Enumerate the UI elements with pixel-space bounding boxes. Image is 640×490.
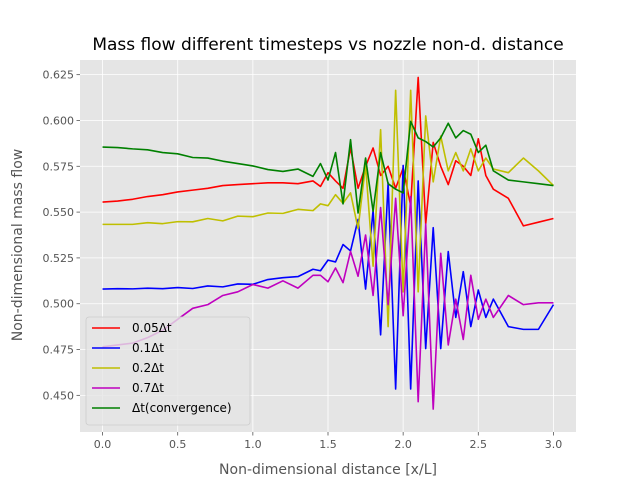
y-tick-label: 0.450 bbox=[43, 389, 75, 402]
grid-lines bbox=[80, 60, 576, 432]
x-tick-label: 2.0 bbox=[394, 438, 412, 451]
legend-label: 0.2Δt bbox=[132, 361, 164, 375]
x-tick-label: 0.5 bbox=[169, 438, 187, 451]
y-tick-label: 0.575 bbox=[43, 160, 75, 173]
series-line-3 bbox=[102, 195, 554, 410]
y-axis-ticks: 0.450 0.475 0.500 0.525 0.550 0.575 0.600 0.625 bbox=[43, 69, 80, 402]
x-axis-ticks: 0.0 0.5 1.0 1.5 2.0 2.5 3.0 bbox=[94, 432, 562, 451]
series-line-1 bbox=[102, 164, 555, 390]
y-axis-label: Non-dimensional mass flow bbox=[10, 149, 26, 342]
legend-label: 0.7Δt bbox=[132, 381, 164, 395]
legend-label: 0.1Δt bbox=[132, 341, 164, 355]
x-tick-label: 1.0 bbox=[244, 438, 262, 451]
x-tick-label: 2.5 bbox=[470, 438, 488, 451]
legend: 0.05Δt 0.1Δt 0.2Δt 0.7Δt Δt(convergence) bbox=[85, 316, 251, 426]
y-tick-label: 0.475 bbox=[43, 344, 75, 357]
y-tick-label: 0.600 bbox=[43, 114, 75, 127]
y-tick-label: 0.550 bbox=[43, 206, 75, 219]
x-tick-label: 3.0 bbox=[545, 438, 563, 451]
x-tick-label: 0.0 bbox=[94, 438, 112, 451]
x-tick-label: 1.5 bbox=[319, 438, 337, 451]
legend-label: Δt(convergence) bbox=[132, 401, 232, 415]
legend-box bbox=[85, 316, 251, 426]
series-layer bbox=[102, 76, 555, 410]
y-tick-label: 0.500 bbox=[43, 298, 75, 311]
x-axis-label: Non-dimensional distance [x/L] bbox=[219, 462, 437, 478]
y-tick-label: 0.625 bbox=[43, 69, 75, 82]
legend-label: 0.05Δt bbox=[132, 321, 172, 335]
chart-title: Mass flow different timesteps vs nozzle … bbox=[92, 35, 563, 55]
series-line-4 bbox=[102, 120, 554, 214]
series-line-2 bbox=[102, 89, 555, 328]
y-tick-label: 0.525 bbox=[43, 252, 75, 265]
